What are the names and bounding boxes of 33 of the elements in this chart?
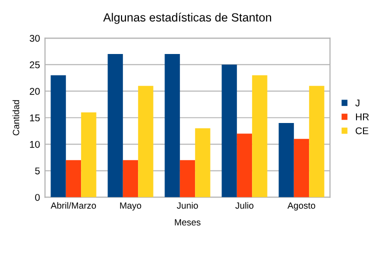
bar [164,54,180,198]
bar [81,112,96,198]
y-tick-label: 25 [30,61,40,68]
x-axis-title: Meses [174,219,200,226]
y-tick-label: 10 [30,140,40,148]
x-tick-label: Mayo [120,202,142,211]
bar [195,128,210,198]
bar [278,122,294,198]
legend-label: J [355,100,360,106]
x-tick-label: Abril/Marzo [50,202,96,209]
bar [122,160,138,198]
bar [236,134,252,198]
bar [138,86,154,198]
y-tick-label: 5 [35,168,40,174]
x-tick-label: Agosto [287,202,316,211]
bar [294,138,310,198]
x-tick-label: Junio [176,202,198,209]
x-tick-label: Julio [235,202,254,209]
y-tick-label: 20 [30,88,40,95]
bar [222,64,237,198]
y-tick-label: 15 [30,114,40,122]
bar [180,160,196,198]
bar [252,75,268,198]
legend-label: HR [356,114,369,120]
bar [309,86,324,198]
chart-title: Algunas estadísticas de Stanton [103,12,272,24]
y-tick-label: 0 [35,194,40,201]
legend-label: CE [356,127,368,134]
y-tick-label: 30 [30,34,40,42]
y-axis-title: Cantidad [12,100,20,136]
bar [50,75,66,198]
bar [66,160,82,198]
bar [108,54,123,198]
